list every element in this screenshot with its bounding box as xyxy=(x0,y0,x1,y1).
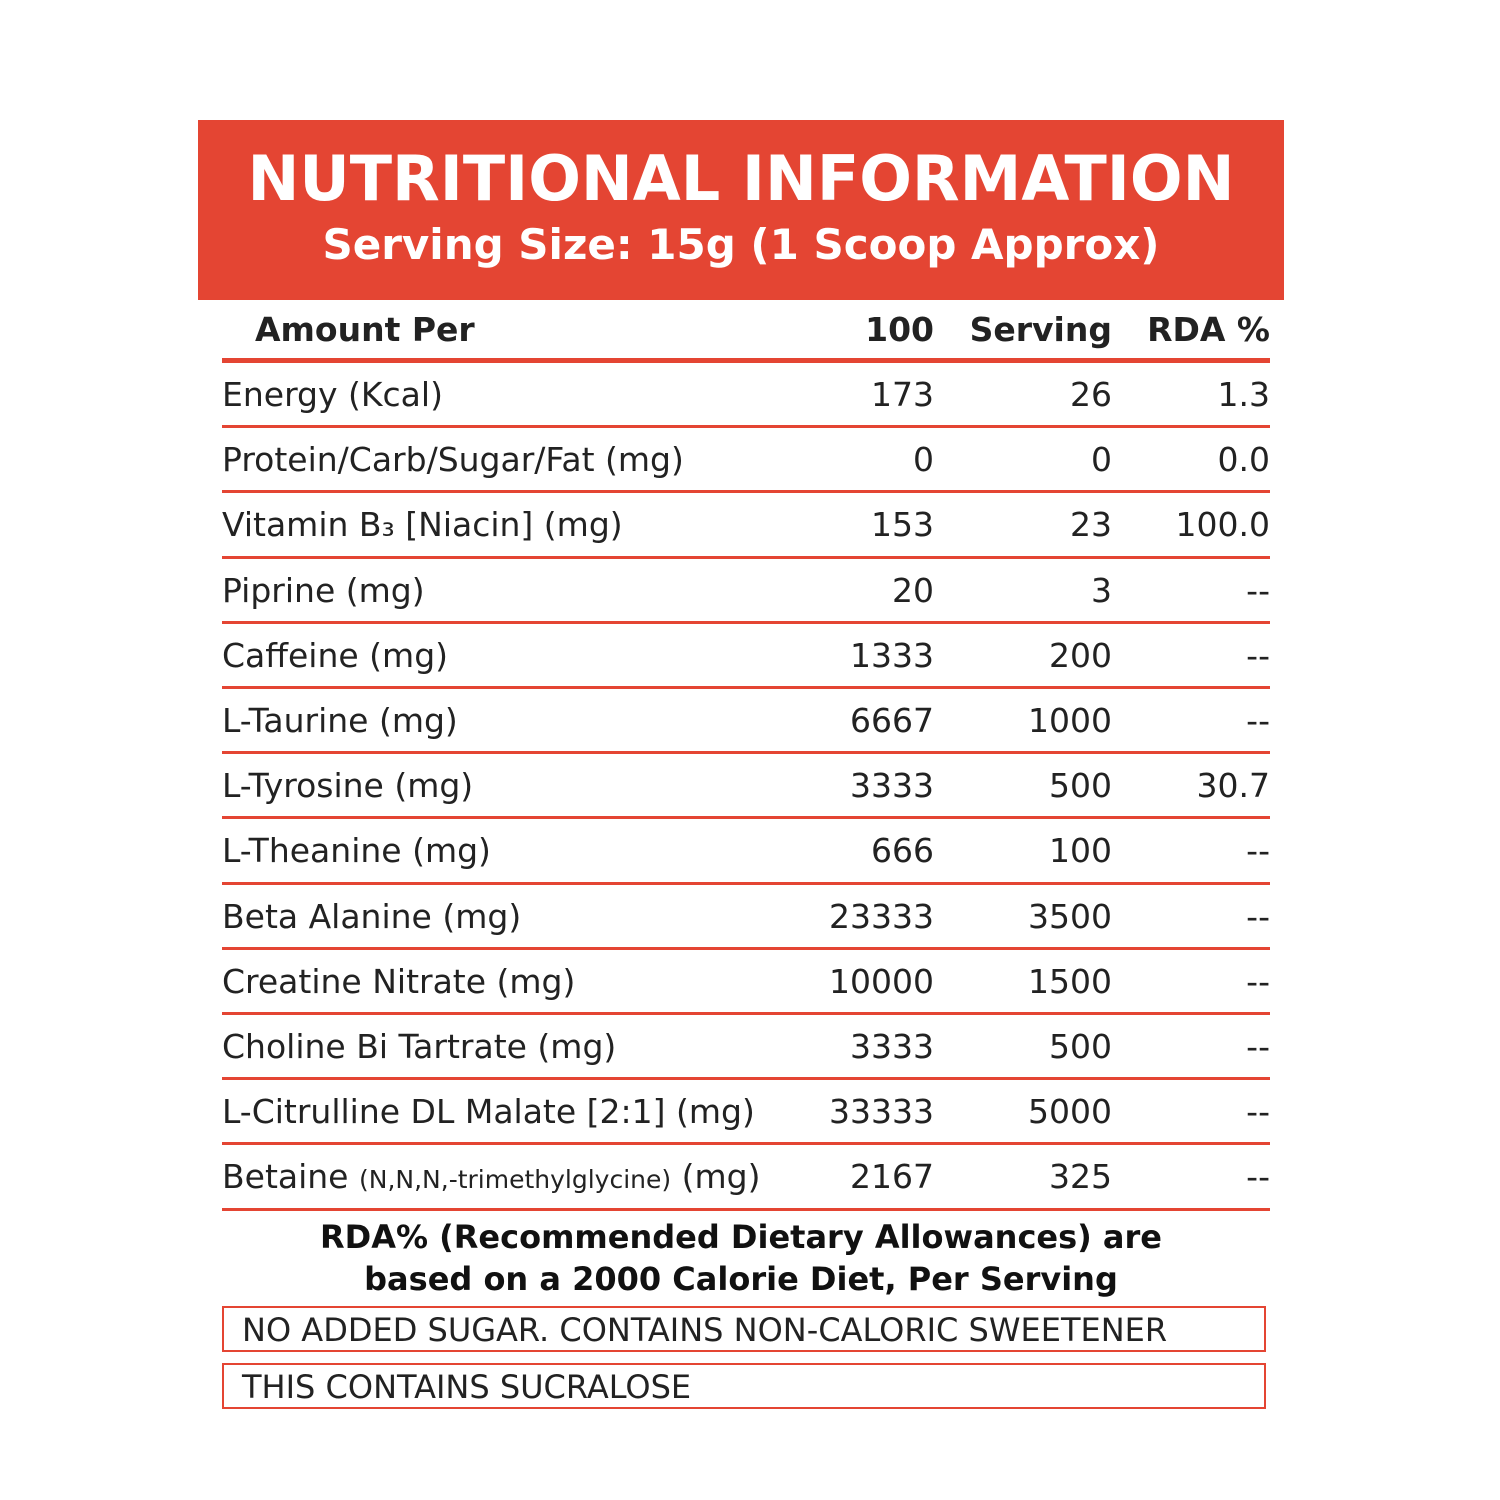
row-rule xyxy=(222,1207,1270,1211)
row-label: Piprine (mg) xyxy=(222,571,425,610)
value-rda: -- xyxy=(1246,1027,1270,1066)
notice: THIS CONTAINS SUCRALOSE xyxy=(222,1363,1266,1409)
value-per100: 3333 xyxy=(850,1027,934,1066)
value-rda: -- xyxy=(1246,896,1270,936)
row-label: L-Citrulline DL Malate [2:1] (mg) xyxy=(222,1092,755,1131)
value-per100: 153 xyxy=(871,505,934,545)
value-rda: -- xyxy=(1246,961,1270,1001)
row-label: Vitamin B₃ [Niacin] (mg) xyxy=(222,505,623,544)
row-label: Energy (Kcal) xyxy=(222,375,443,414)
value-per100: 23333 xyxy=(829,896,934,936)
row-rule xyxy=(222,686,1270,689)
row-rule xyxy=(222,816,1270,820)
row-label: L-Tyrosine (mg) xyxy=(222,766,473,805)
row-label: L-Taurine (mg) xyxy=(222,701,458,740)
value-serving: 1500 xyxy=(1028,961,1112,1001)
value-rda: 0.0 xyxy=(1217,440,1270,480)
value-serving: 500 xyxy=(1049,1027,1112,1066)
label-text: Piprine (mg) xyxy=(222,570,425,610)
row-rule xyxy=(222,425,1270,429)
value-per100: 3333 xyxy=(850,766,934,806)
row-rule xyxy=(222,881,1270,885)
value-rda: -- xyxy=(1246,701,1270,740)
label-text: L-Theanine (mg) xyxy=(222,831,491,871)
label-text: Choline Bi Tartrate (mg) xyxy=(222,1027,617,1066)
row-label: L-Theanine (mg) xyxy=(222,831,491,870)
row-rule xyxy=(222,751,1270,755)
value-serving: 325 xyxy=(1049,1157,1112,1197)
value-per100: 666 xyxy=(871,831,934,871)
value-serving: 5000 xyxy=(1028,1092,1112,1132)
row-rule xyxy=(222,1077,1270,1081)
value-serving: 1000 xyxy=(1028,701,1112,740)
label-text: L-Taurine (mg) xyxy=(222,701,458,740)
row-rule xyxy=(222,555,1270,559)
column-header: Serving xyxy=(969,310,1112,349)
label-text: Betaine xyxy=(222,1157,349,1197)
value-serving: 26 xyxy=(1070,375,1112,414)
subtitle: Serving Size: 15g (1 Scoop Approx) xyxy=(322,220,1160,269)
label-text: Vitamin B₃ [Niacin] (mg) xyxy=(222,505,623,545)
label-text: Beta Alanine (mg) xyxy=(222,896,522,936)
row-label: Caffeine (mg) xyxy=(222,636,448,675)
value-per100: 20 xyxy=(892,570,934,610)
row-label: Beta Alanine (mg) xyxy=(222,897,521,936)
value-serving: 23 xyxy=(1070,505,1112,545)
label-text: Caffeine (mg) xyxy=(222,635,449,675)
value-serving: 100 xyxy=(1049,831,1112,871)
value-rda: -- xyxy=(1246,570,1270,610)
header-rule xyxy=(222,358,1270,363)
value-per100: 1333 xyxy=(850,635,934,675)
label-text: Creatine Nitrate (mg) xyxy=(222,961,576,1001)
row-rule xyxy=(222,1012,1270,1015)
value-per100: 6667 xyxy=(850,701,934,740)
label-text: L-Citrulline DL Malate [2:1] (mg) xyxy=(222,1092,755,1132)
column-header: Amount Per xyxy=(255,310,475,349)
value-rda: 100.0 xyxy=(1175,505,1270,545)
column-header: 100 xyxy=(865,310,934,349)
value-rda: -- xyxy=(1246,635,1270,675)
row-rule xyxy=(222,1142,1270,1146)
label-text: L-Tyrosine (mg) xyxy=(222,766,474,806)
row-label: Protein/Carb/Sugar/Fat (mg) xyxy=(222,440,684,479)
column-header: RDA % xyxy=(1147,310,1270,349)
label-unit: (mg) xyxy=(681,1157,761,1197)
row-label: Choline Bi Tartrate (mg) xyxy=(222,1027,616,1066)
value-rda: -- xyxy=(1246,1092,1270,1132)
value-serving: 3500 xyxy=(1028,896,1112,936)
row-rule xyxy=(222,490,1270,494)
value-rda: 1.3 xyxy=(1217,375,1270,414)
label-text: Energy (Kcal) xyxy=(222,375,443,414)
row-rule xyxy=(222,946,1270,950)
footnote: RDA% (Recommended Dietary Allowances) ar… xyxy=(319,1218,1162,1256)
title: NUTRITIONAL INFORMATION xyxy=(247,142,1235,215)
header: NUTRITIONAL INFORMATION Serving Size: 15… xyxy=(198,120,1284,300)
value-serving: 200 xyxy=(1049,635,1112,675)
value-per100: 10000 xyxy=(829,961,934,1001)
row-rule xyxy=(222,620,1270,624)
value-serving: 0 xyxy=(1091,440,1112,480)
label-text: Protein/Carb/Sugar/Fat (mg) xyxy=(222,440,684,480)
value-rda: 30.7 xyxy=(1196,766,1270,806)
footnote: based on a 2000 Calorie Diet, Per Servin… xyxy=(364,1260,1118,1298)
row-label: Creatine Nitrate (mg) xyxy=(222,962,575,1001)
value-rda: -- xyxy=(1246,1157,1270,1197)
value-per100: 173 xyxy=(871,375,934,414)
notice: NO ADDED SUGAR. CONTAINS NON-CALORIC SWE… xyxy=(222,1306,1266,1352)
value-per100: 0 xyxy=(913,440,934,480)
value-per100: 33333 xyxy=(829,1092,934,1132)
value-serving: 3 xyxy=(1091,570,1112,610)
value-per100: 2167 xyxy=(850,1157,934,1197)
value-rda: -- xyxy=(1246,831,1270,871)
row-label: Betaine (N,N,N,-trimethylglycine) (mg) xyxy=(222,1157,761,1196)
value-serving: 500 xyxy=(1049,766,1112,806)
label-note: (N,N,N,-trimethylglycine) xyxy=(359,1165,672,1195)
